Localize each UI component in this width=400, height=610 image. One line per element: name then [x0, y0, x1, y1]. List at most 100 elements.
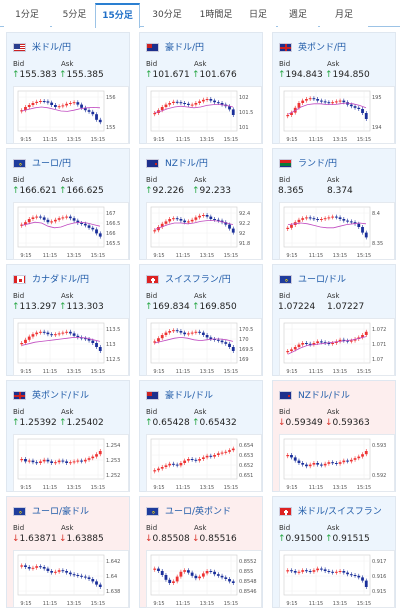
candle-body [157, 568, 160, 571]
currency-panel[interactable]: ランド/円 Bid Ask 8.365 8.374 9:15 11:15 13:15 15:15… [272, 148, 396, 260]
candlestick-chart-svg: 9:15 11:15 13:15 15:15 156 155 [17, 90, 116, 143]
candle-body [338, 462, 342, 464]
candle-body [228, 224, 231, 229]
currency-panel[interactable]: スイスフラン/円 Bid Ask ↑169.834 ↑169.850 9:15 11:15 1… [139, 264, 263, 376]
candle-body [57, 218, 61, 220]
price-chart[interactable]: 9:15 11:15 13:15 15:15 170.5 170 169.5 169 [146, 318, 262, 376]
candle-body [168, 103, 172, 105]
bid-label: Bid [13, 176, 25, 184]
tab-5[interactable]: 1時間足 [190, 3, 242, 27]
candle-body [213, 219, 216, 220]
pair-name-link[interactable]: ユーロ/豪ドル [32, 507, 90, 517]
pair-name-link[interactable]: NZドル/円 [165, 159, 208, 169]
x-tick-label: 9:15 [153, 369, 164, 375]
currency-panel[interactable]: 米ドル/スイスフラン Bid Ask ↑0.91500 ↑0.91515 9:15 11:1… [272, 496, 396, 608]
x-tick-label: 9:15 [286, 369, 297, 375]
currency-panel[interactable]: 豪ドル/円 Bid Ask ↑101.671 ↑101.676 9:15 11:15 13:1… [139, 32, 263, 144]
x-tick-label: 11:15 [309, 485, 323, 491]
tab-8[interactable]: 月足 [320, 3, 368, 27]
bid-price: 1.07224 [278, 302, 316, 312]
ask-price: ↑155.385 [59, 70, 104, 80]
candlestick-chart-svg: 9:15 11:15 13:15 15:15 170.5 170 169.5 169 [150, 322, 253, 375]
tab-3[interactable]: 15分足 [95, 3, 140, 28]
candle-body [24, 339, 27, 343]
currency-panel[interactable]: ユーロ/英ポンド Bid Ask ↓0.85508 ↓0.85516 9:15 11:15 1… [139, 496, 263, 608]
tab-6[interactable]: 日足 [240, 3, 276, 27]
y-tick-label: 167 [106, 211, 116, 217]
currency-panel[interactable]: 英ポンド/円 Bid Ask ↑194.843 ↑194.850 9:15 11:15 13:… [272, 32, 396, 144]
candle-body [301, 570, 305, 572]
tab-2[interactable]: 5分足 [52, 3, 97, 27]
pair-name-link[interactable]: スイスフラン/円 [165, 275, 231, 285]
pair-name-link[interactable]: 英ポンド/ドル [32, 391, 90, 401]
candle-body [286, 455, 290, 457]
price-chart[interactable]: 9:15 11:15 13:15 15:15 1.642 1.64 1.638 [13, 550, 129, 608]
x-tick-label: 15:15 [357, 485, 371, 491]
candle-body [286, 227, 290, 229]
price-chart[interactable]: 9:15 11:15 13:15 15:15 0.8552 0.855 0.8548 0.85… [146, 550, 262, 608]
candle-body [98, 347, 102, 351]
candle-body [80, 575, 83, 577]
price-chart[interactable]: 9:15 11:15 13:15 15:15 92.4 92.2 92 91.8 [146, 202, 262, 260]
pair-name-link[interactable]: ユーロ/ドル [298, 275, 347, 285]
currency-panel[interactable]: 豪ドル/ドル Bid Ask ↑0.65428 ↑0.65432 9:15 11:15 13:… [139, 380, 263, 492]
candle-body [65, 571, 69, 573]
price-chart[interactable]: 9:15 11:15 13:15 15:15 1.254 1.253 1.252 [13, 434, 129, 492]
y-tick-label: 0.8552 [239, 559, 257, 565]
candle-body [301, 463, 305, 465]
price-chart[interactable]: 9:15 11:15 13:15 15:15 8.4 8.35 [279, 202, 395, 260]
candlestick-chart-svg: 9:15 11:15 13:15 15:15 8.4 8.35 [283, 206, 383, 259]
candle-body [305, 464, 308, 467]
tab-1[interactable]: 1分足 [4, 3, 50, 27]
candle-body [72, 218, 76, 221]
currency-panel[interactable]: カナダドル/円 Bid Ask ↑113.297 ↑113.303 9:15 11:15 13… [6, 264, 130, 376]
currency-panel[interactable]: NZドル/ドル Bid Ask ↓0.59349 ↓0.59363 9:15 11:15 13… [272, 380, 396, 492]
price-chart[interactable]: 9:15 11:15 13:15 15:15 1.072 1.071 1.07 [279, 318, 395, 376]
currency-panel[interactable]: ユーロ/豪ドル Bid Ask ↓1.63871 ↓1.63885 9:15 11:15 13… [6, 496, 130, 608]
pair-name-link[interactable]: ランド/円 [298, 159, 338, 169]
currency-panel[interactable]: ユーロ/円 Bid Ask ↑166.621 ↑166.625 9:15 11:15 13:1… [6, 148, 130, 260]
candle-body [220, 340, 224, 343]
currency-panel[interactable]: 英ポンド/ドル Bid Ask ↑1.25392 ↑1.25402 9:15 11:15 13… [6, 380, 130, 492]
price-chart[interactable]: 9:15 11:15 13:15 15:15 113.5 113 112.5 [13, 318, 129, 376]
candle-body [305, 217, 308, 219]
candle-body [286, 351, 290, 353]
pair-name-link[interactable]: カナダドル/円 [32, 275, 90, 285]
candle-body [353, 575, 357, 576]
candle-body [209, 99, 213, 101]
pair-name-link[interactable]: 豪ドル/ドル [165, 391, 214, 401]
currency-panel[interactable]: ユーロ/ドル Bid Ask 1.07224 1.07227 9:15 11:15 13:15… [272, 264, 396, 376]
candle-body [20, 343, 24, 345]
candle-body [68, 216, 72, 219]
price-chart[interactable]: 9:15 11:15 13:15 15:15 156 155 [13, 86, 129, 144]
candle-body [312, 218, 316, 220]
pair-name-link[interactable]: 豪ドル/円 [165, 43, 205, 53]
price-chart[interactable]: 9:15 11:15 13:15 15:15 0.654 0.653 0.652 0.651 [146, 434, 262, 492]
candle-body [224, 342, 228, 344]
currency-panel[interactable]: NZドル/円 Bid Ask ↑92.226 ↑92.233 9:15 11:15 13:15… [139, 148, 263, 260]
pair-name-link[interactable]: ユーロ/円 [32, 159, 72, 169]
x-tick-label: 11:15 [43, 253, 57, 259]
price-chart[interactable]: 9:15 11:15 13:15 15:15 195 194 [279, 86, 395, 144]
price-chart[interactable]: 9:15 11:15 13:15 15:15 102 101.5 101 [146, 86, 262, 144]
tab-7[interactable]: 週足 [278, 3, 318, 27]
pair-name-link[interactable]: 米ドル/円 [32, 43, 72, 53]
price-chart[interactable]: 9:15 11:15 13:15 15:15 167 166.5 166 165.5 [13, 202, 129, 260]
candle-body [98, 584, 102, 587]
candle-body [46, 332, 50, 335]
x-tick-label: 11:15 [43, 137, 57, 143]
candle-body [305, 570, 308, 572]
price-chart[interactable]: 9:15 11:15 13:15 15:15 0.917 0.916 0.915 [279, 550, 395, 608]
currency-panel[interactable]: 米ドル/円 Bid Ask ↑155.383 ↑155.385 9:15 11:15 13:1… [6, 32, 130, 144]
candle-body [31, 460, 35, 463]
candle-body [216, 219, 220, 221]
pair-name-link[interactable]: 米ドル/スイスフラン [298, 507, 382, 517]
pair-name-link[interactable]: ユーロ/英ポンド [165, 507, 232, 517]
candle-body [297, 219, 301, 223]
candle-body [308, 343, 312, 345]
candle-body [175, 101, 179, 103]
tab-4[interactable]: 30分足 [144, 3, 190, 27]
price-chart[interactable]: 9:15 11:15 13:15 15:15 0.593 0.592 [279, 434, 395, 492]
pair-name-link[interactable]: NZドル/ドル [298, 391, 350, 401]
pair-name-link[interactable]: 英ポンド/円 [298, 43, 347, 53]
